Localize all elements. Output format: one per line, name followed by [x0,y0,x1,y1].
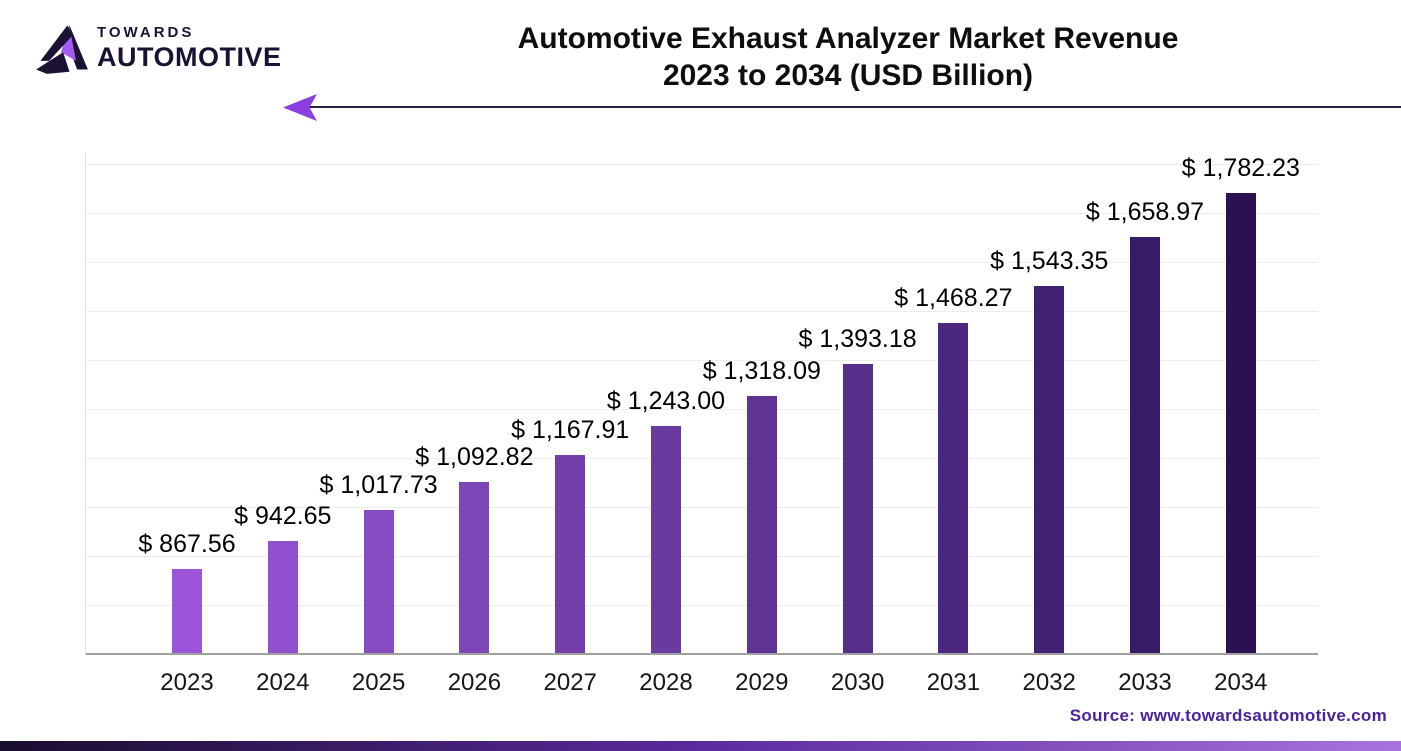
value-label-2033: $ 1,658.97 [1085,198,1205,226]
x-axis-label-2031: 2031 [926,669,981,696]
value-label-2024: $ 942.65 [234,502,332,530]
bar-2034 [1225,193,1256,653]
y-gridline [86,605,1318,606]
bar-2025 [363,510,394,653]
x-axis-label-2033: 2033 [1118,669,1172,696]
x-axis-label-2034: 2034 [1214,669,1268,696]
bar-2030 [842,364,873,653]
bar-chart-plot: $ 867.56 2023 $ 942.65 2024 $ 1,017.73 2025 $ … [85,152,1318,696]
brand-logo: TOWARDS AUTOMOTIVE [34,20,282,76]
logo-towards-text: TOWARDS [97,24,195,41]
value-label-2027: $ 1,167.91 [511,416,630,444]
bar-2031 [938,323,969,653]
value-label-2026: $ 1,092.82 [415,443,534,471]
bar-2029 [746,396,777,653]
value-label-2029: $ 1,318.09 [702,357,821,385]
logo-wordmark: TOWARDS AUTOMOTIVE [97,24,282,72]
value-label-2032: $ 1,543.35 [990,247,1109,275]
y-gridline [86,311,1318,312]
source-credit: Source: www.towardsautomotive.com [1070,706,1387,726]
bar-2026 [459,482,490,653]
logo-automotive-text: AUTOMOTIVE [97,42,282,72]
x-axis-label-2024: 2024 [256,669,310,696]
logo-mark-icon [36,25,88,74]
y-gridline [86,458,1318,459]
bar-2023 [172,569,202,653]
footer-gradient-bar [0,741,1401,751]
value-label-2023: $ 867.56 [138,530,236,558]
chart-title: Automotive Exhaust Analyzer Market Reven… [348,20,1348,94]
y-gridline [86,556,1318,557]
chart-title-line-1: Automotive Exhaust Analyzer Market Reven… [517,22,1179,55]
x-axis-label-2029: 2029 [735,669,789,696]
bar-2024 [267,541,298,653]
x-axis-label-2027: 2027 [543,669,597,696]
x-axis-label-2032: 2032 [1022,669,1076,696]
divider-arrow-line [306,106,1401,108]
y-gridline [86,213,1318,214]
bar-2028 [651,426,681,653]
bar-2032 [1034,286,1065,653]
y-gridline [86,409,1318,410]
x-axis-label-2030: 2030 [830,669,885,696]
value-label-2030: $ 1,393.18 [798,325,917,353]
value-label-2034: $ 1,782.23 [1181,154,1300,182]
y-gridline [86,262,1318,263]
bar-2027 [555,455,586,653]
y-gridline [86,507,1318,508]
source-credit-text: Source: www.towardsautomotive.com [1069,706,1387,725]
chart-title-line-2: 2023 to 2034 (USD Billion) [662,59,1034,92]
y-gridline [86,164,1318,165]
x-axis-label-2025: 2025 [351,669,406,696]
x-axis-label-2023: 2023 [160,669,214,696]
x-axis-label-2026: 2026 [447,669,502,696]
bar-2033 [1130,237,1160,653]
y-gridline [86,360,1318,361]
x-axis-label-2028: 2028 [639,669,693,696]
value-label-2025: $ 1,017.73 [319,471,438,499]
value-label-2028: $ 1,243.00 [606,387,726,415]
value-label-2031: $ 1,468.27 [894,284,1013,312]
x-axis-line [86,653,1318,655]
